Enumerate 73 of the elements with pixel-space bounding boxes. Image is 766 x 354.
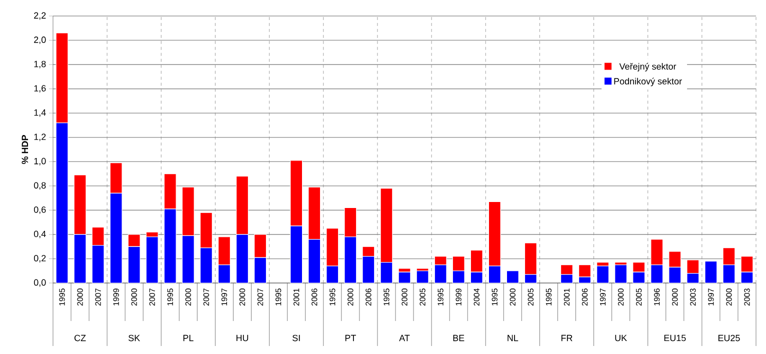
y-tick-label: 1,6 [34, 85, 46, 93]
text: BE [453, 334, 464, 342]
x-tick-label: 1995 [384, 288, 390, 306]
text: PL [183, 334, 194, 342]
bar [596, 266, 610, 284]
x-tick-label: 1995 [330, 288, 336, 306]
text: NL [508, 334, 518, 342]
x-tick-label: 2006 [312, 288, 318, 306]
x-tick-label: 2000 [672, 288, 678, 306]
y-tick-label: 0,2 [34, 255, 46, 262]
x-tick-label: 2005 [636, 288, 642, 306]
x-tick-label: 2005 [528, 288, 534, 306]
text: UK [615, 334, 627, 342]
text: SK [128, 334, 140, 342]
x-tick-label: 1997 [600, 288, 606, 306]
y-tick-label: 2,0 [34, 36, 46, 44]
x-tick-label: 2000 [726, 288, 732, 306]
x-tick-label: 2000 [510, 288, 516, 306]
x-tick-label: 1999 [113, 288, 119, 306]
y-tick-label: 1,0 [34, 158, 46, 166]
x-tick-label: 1999 [456, 288, 462, 306]
x-tick-label: 2007 [149, 288, 155, 306]
x-tick-label: 1997 [708, 288, 714, 306]
y-tick-label: 1,8 [34, 60, 46, 68]
x-tick-label: 2000 [402, 288, 408, 306]
y-tick-label: 0,8 [34, 182, 46, 190]
x-tick-label: 2006 [582, 288, 588, 306]
x-tick-label: 2006 [366, 288, 372, 306]
x-tick-label: 2000 [131, 288, 137, 306]
y-tick-label: 1,2 [34, 134, 46, 142]
x-tick-label: 1997 [221, 288, 228, 306]
legend-label: Podnikový sektor [614, 78, 682, 86]
legend-label: Veřejný sektor [619, 62, 676, 72]
text: HU [236, 334, 248, 342]
x-tick-label: 1995 [438, 288, 444, 306]
bar [416, 270, 429, 284]
text: PT [345, 334, 356, 342]
x-tick-label: 1995 [167, 288, 174, 306]
x-tick-label: 2001 [294, 288, 300, 306]
x-tick-label: 2003 [744, 288, 750, 306]
text: CZ [74, 334, 86, 342]
x-tick-label: 1995 [59, 288, 65, 306]
x-tick-label: 2007 [95, 288, 101, 306]
x-tick-label: 1995 [492, 288, 498, 306]
x-tick-label: 2001 [564, 288, 570, 306]
bar [704, 260, 718, 284]
y-tick-label: 0,4 [34, 230, 46, 238]
x-tick-label: 2005 [420, 288, 426, 306]
y-tick-label: 2,2 [34, 12, 46, 20]
y-tick-label: 0,0 [34, 279, 46, 287]
x-tick-label: 2007 [257, 288, 264, 306]
bar [398, 272, 411, 284]
text: FR [561, 334, 572, 342]
text: EU25 [718, 334, 740, 342]
text: AT [399, 334, 410, 342]
bar [506, 270, 519, 284]
y-axis-title: % HDP [22, 135, 28, 164]
x-tick-label: 2003 [690, 288, 696, 306]
y-tick-label: 0,6 [34, 206, 46, 214]
text: EU15 [664, 334, 686, 342]
x-tick-label: 2000 [185, 288, 192, 306]
x-tick-label: 2000 [348, 288, 354, 306]
x-tick-label: 1995 [275, 288, 282, 306]
x-tick-label: 2000 [77, 288, 83, 306]
y-tick-label: 1,4 [34, 109, 46, 117]
x-tick-label: 1996 [654, 288, 660, 306]
text: SI [292, 334, 300, 342]
x-tick-label: 2007 [203, 288, 210, 306]
bar [614, 264, 628, 284]
x-tick-label: 2000 [239, 288, 246, 306]
x-tick-label: 2000 [618, 288, 624, 306]
x-tick-label: 2004 [474, 288, 480, 306]
x-tick-label: 1995 [546, 288, 552, 306]
